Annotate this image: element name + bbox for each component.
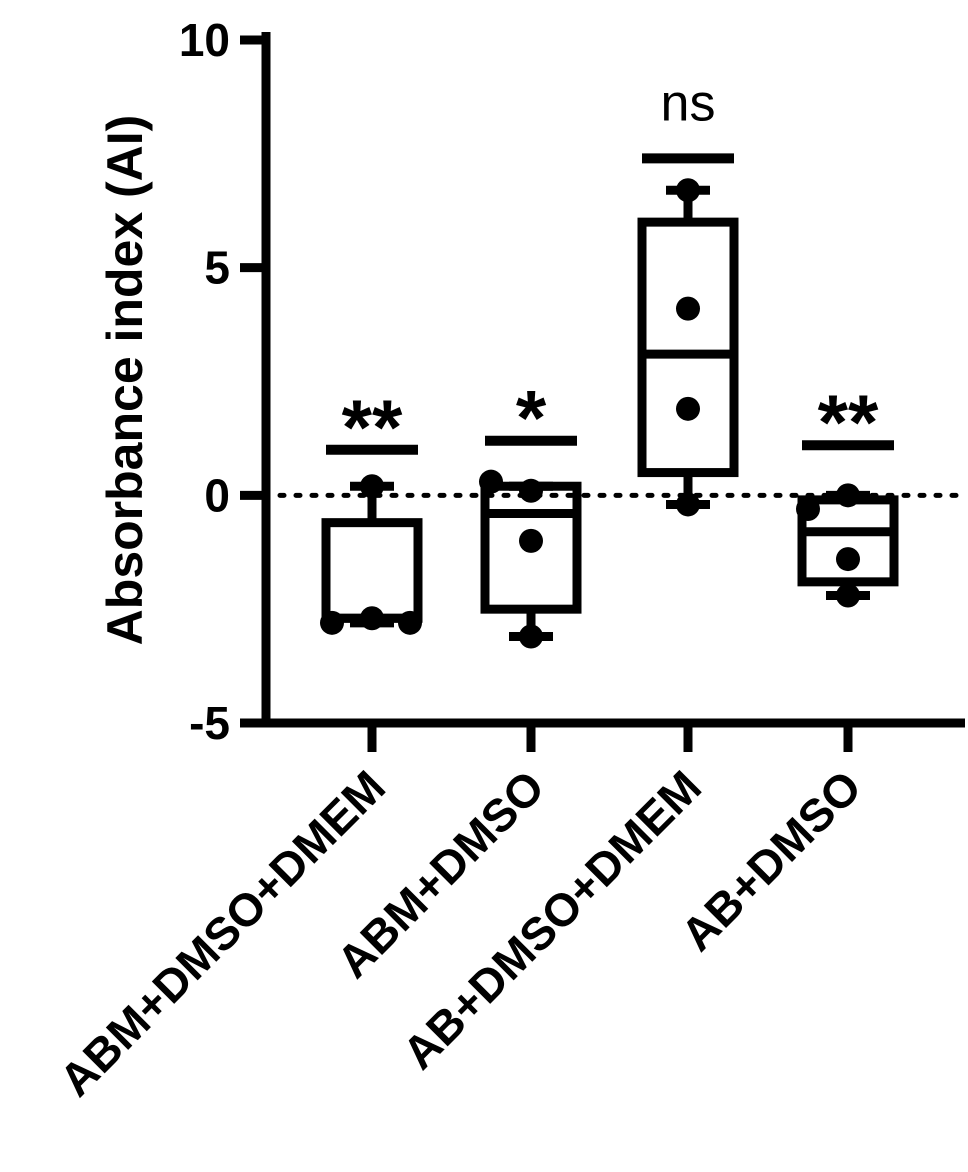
data-point xyxy=(676,296,700,321)
data-point xyxy=(519,528,543,553)
data-point xyxy=(836,483,860,508)
significance-annotations: ** *ns** xyxy=(326,74,894,471)
data-point xyxy=(676,178,700,203)
y-tick-label: 0 xyxy=(204,469,230,521)
box-group xyxy=(479,469,582,649)
box-series xyxy=(320,178,899,649)
data-point xyxy=(676,492,700,517)
data-point xyxy=(398,610,422,635)
data-point xyxy=(836,583,860,608)
x-tick-label: AB+DMSO+DMEM xyxy=(392,760,711,1079)
data-point xyxy=(320,610,344,635)
box-group xyxy=(637,178,739,517)
box-iqr xyxy=(321,518,423,623)
data-point xyxy=(836,547,860,572)
data-point xyxy=(360,606,384,631)
data-point xyxy=(479,469,503,494)
box-iqr xyxy=(637,217,739,478)
y-tick-label: -5 xyxy=(189,697,230,749)
y-tick-label: 10 xyxy=(179,14,230,66)
data-point xyxy=(519,624,543,649)
significance-label: ** xyxy=(818,378,879,466)
data-point xyxy=(519,478,543,503)
y-tick-label: 5 xyxy=(204,242,230,294)
data-point xyxy=(676,396,700,421)
data-point xyxy=(360,474,384,499)
y-axis-label: Absorbance index (AI) xyxy=(97,115,153,646)
significance-label: * xyxy=(516,374,547,462)
significance-label: ns xyxy=(661,74,716,132)
y-axis-ticks: -5 0 5 10 xyxy=(179,14,266,749)
significance-label: ** xyxy=(342,383,403,471)
data-point xyxy=(796,496,820,521)
box-group xyxy=(320,474,423,635)
box-group xyxy=(796,483,899,608)
